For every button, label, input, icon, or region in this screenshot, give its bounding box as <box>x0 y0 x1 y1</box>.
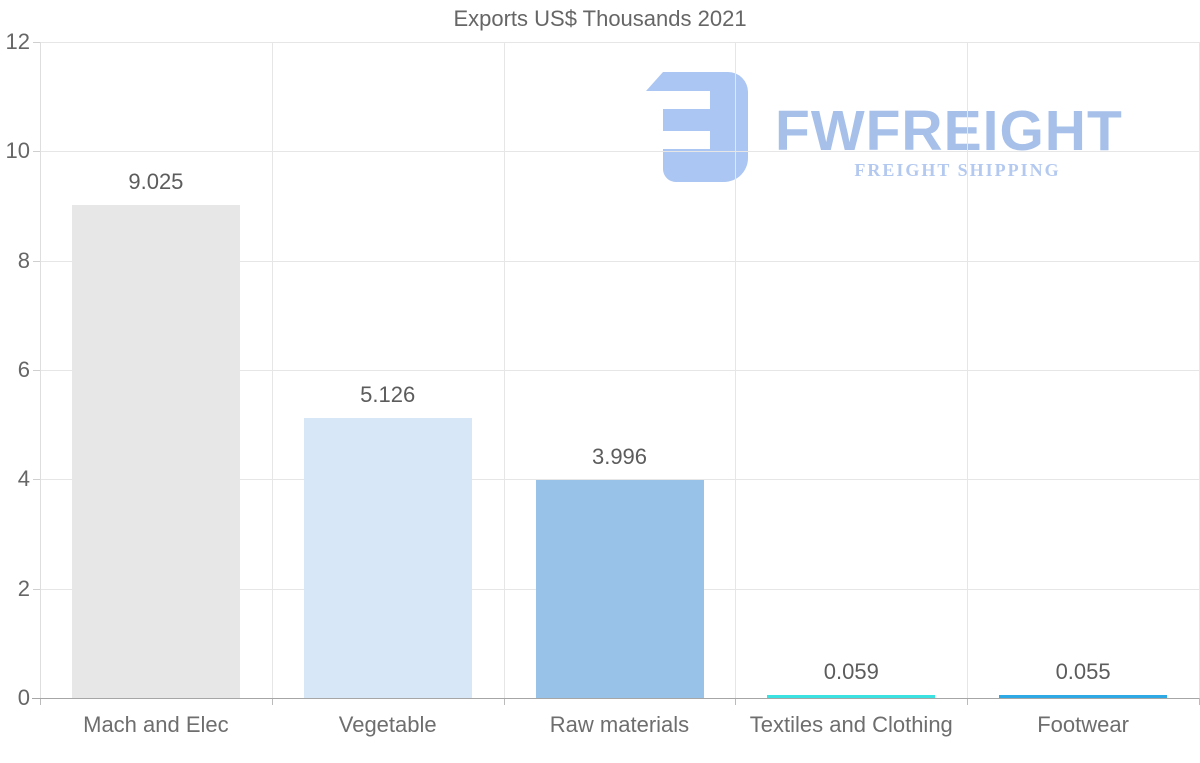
value-label-vegetable: 5.126 <box>360 381 416 407</box>
y-axis-tick-label-0: 0 <box>17 685 30 710</box>
value-label-mach-and-elec: 9.025 <box>128 168 184 194</box>
y-axis-tick-10 <box>33 151 40 153</box>
category-label-raw-materials: Raw materials <box>549 712 690 737</box>
y-axis-tick-2 <box>33 588 40 590</box>
y-axis-tick-label-8: 8 <box>17 247 30 273</box>
gridline-x-boundary-3 <box>735 42 736 698</box>
chart-title: Exports US$ Thousands 2021 <box>453 6 747 31</box>
y-axis-tick-12 <box>33 42 40 43</box>
gridline-y-10 <box>40 151 1199 153</box>
value-label-raw-materials: 3.996 <box>591 443 648 469</box>
y-axis-line <box>40 42 41 698</box>
y-axis-tick-label-4: 4 <box>17 466 30 492</box>
bar-raw-materials[interactable] <box>535 479 704 698</box>
x-axis-tick-4 <box>967 698 968 705</box>
gridline-y-12 <box>40 42 1199 43</box>
gridline-y-6 <box>40 370 1199 371</box>
category-label-footwear: Footwear <box>1037 712 1129 737</box>
category-label-mach-and-elec: Mach and Elec <box>83 712 229 737</box>
x-axis-line <box>32 698 1199 699</box>
gridline-x-boundary-2 <box>504 42 505 698</box>
bar-mach-and-elec[interactable] <box>71 204 240 698</box>
category-label-textiles-and-clothing: Textiles and Clothing <box>749 712 953 737</box>
value-label-textiles-and-clothing: 0.059 <box>823 658 879 684</box>
gridline-x-boundary-4 <box>967 42 968 698</box>
y-axis-tick-label-12: 12 <box>5 29 30 54</box>
gridline-x-boundary-1 <box>272 42 273 698</box>
y-axis-tick-label-6: 6 <box>17 357 30 382</box>
x-axis-tick-3 <box>735 698 736 705</box>
fwfreight-watermark: FWFREIGHT FREIGHT SHIPPING <box>645 70 1155 188</box>
y-axis-tick-4 <box>33 479 40 481</box>
bar-textiles-and-clothing[interactable] <box>767 694 936 698</box>
watermark-tagline-text: FREIGHT SHIPPING <box>854 160 1061 180</box>
y-axis-tick-label-2: 2 <box>17 575 30 601</box>
x-axis-tick-2 <box>504 698 505 705</box>
y-axis-tick-8 <box>33 260 40 262</box>
x-axis-tick-0 <box>40 698 41 705</box>
bar-vegetable[interactable] <box>303 417 472 698</box>
bar-footwear[interactable] <box>999 694 1168 698</box>
gridline-y-8 <box>40 260 1199 262</box>
x-axis-tick-1 <box>272 698 273 705</box>
y-axis-tick-6 <box>33 370 40 371</box>
watermark-brand-text: FWFREIGHT <box>775 99 1123 163</box>
y-axis-tick-label-10: 10 <box>5 138 30 164</box>
value-label-footwear: 0.055 <box>1055 658 1111 684</box>
category-label-vegetable: Vegetable <box>338 712 437 737</box>
